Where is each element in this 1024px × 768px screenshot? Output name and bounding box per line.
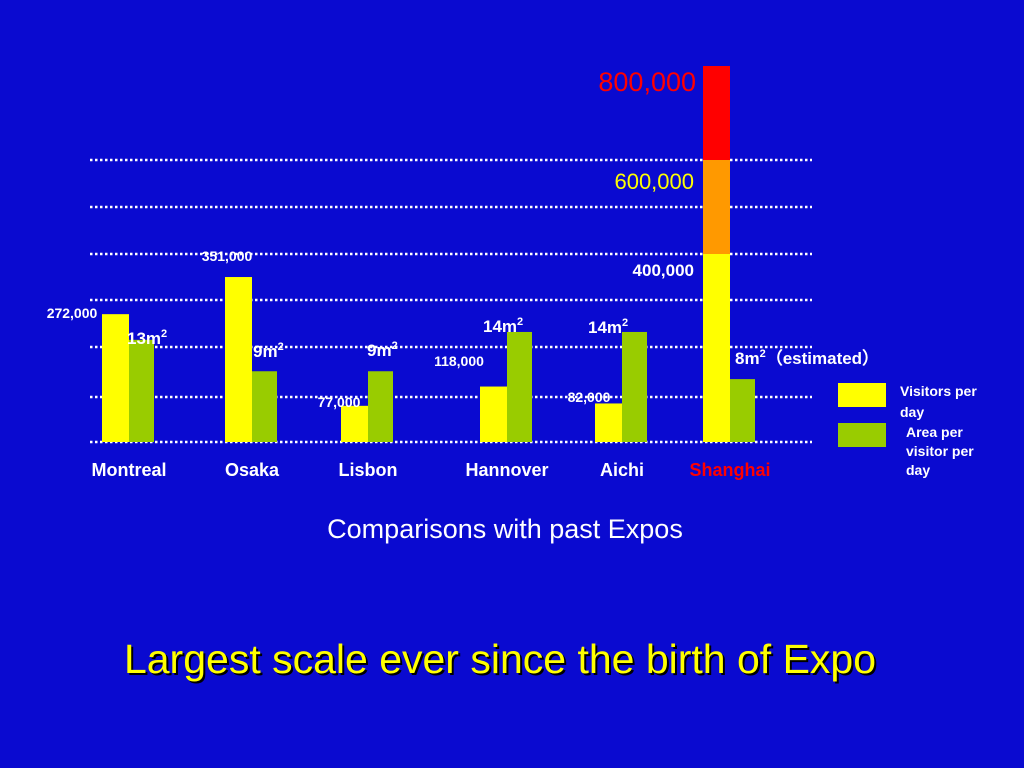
category-label: Hannover <box>465 460 548 480</box>
visitors-bar <box>225 277 252 442</box>
area-unit-exponent: 2 <box>517 316 523 328</box>
chart-title: Comparisons with past Expos <box>327 514 683 544</box>
area-value-label: 9m2 <box>253 341 284 361</box>
legend-label-line: day <box>900 404 924 420</box>
tier-label: 600,000 <box>614 169 694 194</box>
legend-label-line: day <box>906 462 930 478</box>
area-value-text: 14m <box>588 318 622 337</box>
area-unit-exponent: 2 <box>278 341 284 353</box>
area-value-text: 9m <box>367 341 392 360</box>
area-unit-exponent: 2 <box>392 340 398 352</box>
area-unit-exponent: 2 <box>622 317 628 329</box>
area-bar <box>622 331 647 442</box>
visitors-value-label: 272,000 <box>47 305 98 321</box>
legend-label-area: Area per visitor per day <box>906 424 974 478</box>
visitors-value-label: 82,000 <box>568 389 611 405</box>
area-value-text: 8m <box>735 349 760 368</box>
category-label: Aichi <box>600 460 644 480</box>
area-bar <box>368 371 393 442</box>
area-value-text: 13m <box>127 329 161 348</box>
area-bar <box>507 331 532 442</box>
tier-label: 400,000 <box>633 261 694 280</box>
area-value-label: 14m2 <box>588 317 628 337</box>
area-unit-exponent: 2 <box>161 328 167 340</box>
area-bar <box>129 339 154 442</box>
area-value-label: 13m2 <box>127 328 167 348</box>
gridlines <box>90 158 812 444</box>
visitors-bar <box>703 254 730 442</box>
category-label: Lisbon <box>339 460 398 480</box>
area-bar <box>252 371 277 442</box>
legend-swatch-area <box>838 423 886 447</box>
area-value-label: 8m2（estimated） <box>735 348 879 368</box>
tier-label: 800,000 <box>598 67 696 97</box>
legend-label-line: Visitors per <box>900 383 977 399</box>
labels: Montreal Osaka Lisbon Hannover Aichi Shanghai… <box>47 67 879 480</box>
headline: Largest scale ever since the birth of Ex… <box>123 636 877 682</box>
legend-label-line: visitor per <box>906 443 974 459</box>
area-value-text: 9m <box>253 342 278 361</box>
visitors-value-label: 77,000 <box>318 394 361 410</box>
area-unit-exponent: 2 <box>760 348 766 360</box>
legend-label-visitors: Visitors per day <box>900 383 977 420</box>
area-bar <box>730 379 755 442</box>
visitors-value-label: 351,000 <box>202 248 253 264</box>
legend-label-line: Area per <box>906 424 963 440</box>
bars <box>102 66 755 442</box>
visitors-value-label: 118,000 <box>434 353 484 369</box>
visitors-bar-tier <box>703 160 730 254</box>
area-value-text: 14m <box>483 317 517 336</box>
legend-swatch-visitors <box>838 383 886 407</box>
area-value-label: 14m2 <box>483 316 523 336</box>
category-label: Montreal <box>91 460 166 480</box>
legend: Visitors per day Area per visitor per day <box>838 383 977 478</box>
visitors-bar-tier <box>703 66 730 160</box>
area-estimated-note: （estimated） <box>766 348 879 368</box>
visitors-bar <box>102 314 129 442</box>
category-label: Shanghai <box>689 460 770 480</box>
visitors-bar <box>480 386 507 442</box>
category-label: Osaka <box>225 460 280 480</box>
area-value-label: 9m2 <box>367 340 398 360</box>
visitors-bar <box>341 405 368 442</box>
visitors-bar <box>595 403 622 442</box>
